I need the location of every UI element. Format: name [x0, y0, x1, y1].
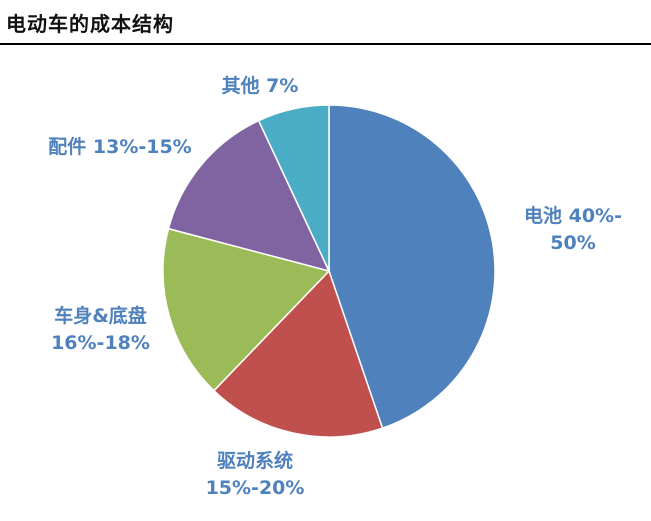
slice-other	[257, 104, 330, 272]
label-battery-line2: 50%	[550, 232, 596, 254]
label-body-line2: 16%-18%	[51, 332, 150, 354]
label-other: 其他 7%	[205, 73, 315, 100]
slice-body-chassis	[162, 227, 331, 392]
label-battery-line1: 电池 40%-	[524, 205, 622, 227]
slice-battery	[328, 104, 496, 430]
label-body-line1: 车身&底盘	[54, 305, 147, 327]
label-accessories-line1: 配件 13%-15%	[48, 136, 192, 158]
label-drive-line1: 驱动系统	[216, 450, 293, 472]
label-drive-line2: 15%-20%	[205, 477, 305, 499]
label-body-chassis: 车身&底盘 16%-18%	[28, 303, 173, 357]
label-battery: 电池 40%- 50%	[508, 203, 638, 257]
label-accessories: 配件 13%-15%	[40, 134, 200, 161]
label-drive-system: 驱动系统 15%-20%	[190, 448, 320, 502]
title-underline	[0, 43, 651, 45]
chart-title: 电动车的成本结构	[6, 12, 174, 36]
label-other-line1: 其他 7%	[221, 75, 299, 97]
slice-accessories	[167, 119, 331, 273]
slice-drive-system	[212, 269, 384, 438]
